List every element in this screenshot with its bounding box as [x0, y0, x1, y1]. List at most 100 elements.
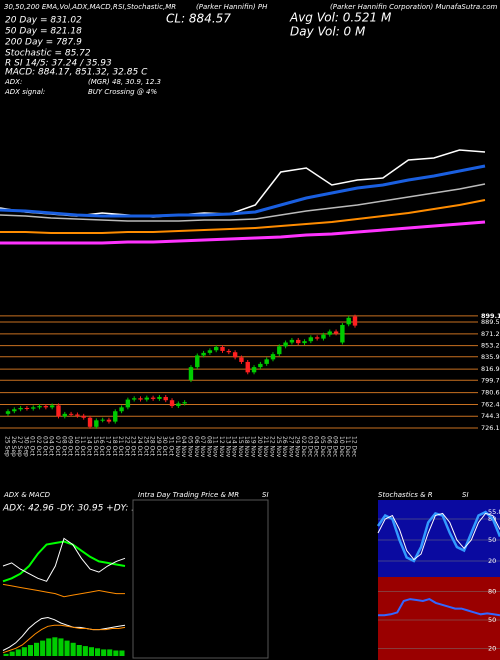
x-tick-label: 20 Nov — [256, 436, 263, 458]
x-tick-label: 02 Dec — [300, 436, 307, 457]
x-tick-label: 03 Oct — [41, 436, 48, 457]
x-tick-label: 25 Sep — [4, 436, 11, 457]
candle-body — [258, 363, 263, 368]
x-tick-label: 21 Oct — [117, 436, 124, 457]
x-tick-label: 12 Dec — [351, 436, 358, 457]
histogram-bar — [119, 650, 125, 656]
series-line — [2, 540, 126, 583]
candle-body — [176, 403, 181, 407]
candle-body — [37, 406, 42, 408]
histogram-bar — [34, 642, 40, 656]
x-tick-label: 29 Oct — [155, 436, 162, 457]
candle-body — [75, 414, 80, 416]
x-tick-label: 05 Dec — [319, 436, 326, 457]
histogram-bar — [70, 642, 76, 656]
x-tick-label: 09 Oct — [67, 436, 74, 457]
candle-body — [220, 347, 225, 351]
header-text: 20 Day = 831.02 — [5, 16, 82, 26]
candle-body — [232, 352, 238, 358]
x-tick-label: 01 Nov — [174, 436, 181, 458]
x-tick-label: 09 Dec — [332, 436, 339, 457]
histogram-bar — [82, 646, 88, 656]
x-tick-label: 13 Nov — [224, 436, 231, 458]
series-line — [0, 149, 486, 218]
candle-body — [289, 339, 295, 343]
panel-background — [378, 577, 500, 660]
header-text: 30,50,200 EMA,Vol,ADX,MACD,R — [4, 3, 118, 11]
candle-body — [188, 367, 194, 381]
candle-body — [49, 405, 55, 408]
x-tick-label: 19 Nov — [250, 436, 257, 458]
x-tick-label: 05 Nov — [186, 436, 193, 458]
header-text: BUY Crossing @ 4% — [88, 88, 157, 96]
x-tick-label: 27 Nov — [287, 436, 294, 458]
y-tick-label: 20 — [488, 557, 496, 565]
header-text: Avg Vol: 0.521 M — [289, 11, 392, 25]
series-line — [2, 583, 125, 598]
y-tick-label: 726.18 — [481, 424, 500, 432]
x-tick-label: 29 Nov — [294, 436, 301, 458]
candle-body — [251, 367, 257, 373]
x-tick-label: 30 Oct — [161, 436, 168, 457]
series-line — [377, 512, 500, 561]
panel-subtitle: SI — [262, 491, 269, 499]
x-tick-label: 18 Oct — [111, 436, 118, 457]
x-tick-label: 25 Nov — [275, 436, 282, 458]
candle-body — [138, 398, 143, 400]
y-tick-label: 899.11 — [481, 312, 500, 320]
candle-body — [264, 359, 269, 364]
y-tick-label: 780.62 — [481, 389, 500, 397]
x-tick-label: 07 Oct — [54, 436, 61, 457]
histogram-bar — [46, 638, 52, 656]
header-text: CL: 884.57 — [166, 12, 231, 26]
x-tick-label: 18 Nov — [243, 436, 250, 458]
header-text: (Parker Hannifin) PH — [196, 3, 268, 11]
y-tick-label: 871.29 — [481, 330, 500, 338]
candle-body — [207, 350, 213, 353]
candle-body — [24, 408, 30, 409]
y-tick-label: 853.24 — [481, 342, 500, 350]
histogram-bar — [52, 637, 58, 656]
header-text: R SI 14/5: 37.24 / 35.93 — [5, 59, 112, 69]
candle-body — [283, 342, 288, 347]
header-text: (MGR) 48, 30.9, 12.3 — [88, 78, 161, 86]
annotation: 55.88 — [488, 508, 500, 516]
x-tick-label: 03 Dec — [306, 436, 313, 457]
candle-body — [277, 346, 282, 355]
candle-body — [302, 341, 307, 344]
x-tick-label: 04 Dec — [313, 436, 320, 457]
histogram-bar — [3, 653, 9, 656]
y-tick-label: 50 — [488, 616, 496, 624]
x-tick-label: 02 Oct — [35, 436, 42, 457]
x-tick-label: 22 Nov — [268, 436, 275, 458]
x-tick-label: 15 Oct — [92, 436, 99, 457]
header-text: 50 Day = 821.18 — [5, 27, 82, 37]
x-tick-label: 27 Sep — [16, 436, 23, 457]
x-tick-label: 28 Oct — [149, 436, 156, 457]
candle-body — [18, 408, 23, 410]
header-text: ADX signal: — [4, 88, 45, 96]
candle-body — [113, 411, 118, 422]
candle-body — [5, 411, 11, 414]
candle-body — [346, 317, 351, 325]
x-tick-label: 08 Nov — [205, 436, 212, 458]
y-tick-label: 799.76 — [481, 376, 500, 384]
candle-body — [327, 331, 332, 335]
histogram-bar — [101, 649, 107, 656]
panel-background — [378, 500, 500, 578]
header-text: MACD: 884.17, 851.32, 32.85 C — [5, 68, 148, 78]
x-tick-label: 11 Nov — [212, 436, 219, 458]
histogram-bar — [27, 645, 33, 656]
header-text: (Parker Hannifin Corporation) MunafaSutr… — [330, 3, 498, 11]
x-tick-label: 07 Nov — [199, 436, 206, 458]
y-tick-label: 816.93 — [481, 365, 500, 373]
candle-body — [56, 405, 61, 417]
histogram-bar — [88, 647, 94, 656]
candle-body — [125, 399, 131, 408]
candle-body — [321, 334, 326, 339]
x-tick-label: 23 Oct — [130, 436, 137, 457]
x-tick-label: 12 Nov — [218, 436, 225, 458]
header-text: Stochastic = 85.72 — [5, 49, 91, 59]
candle-body — [169, 400, 175, 407]
